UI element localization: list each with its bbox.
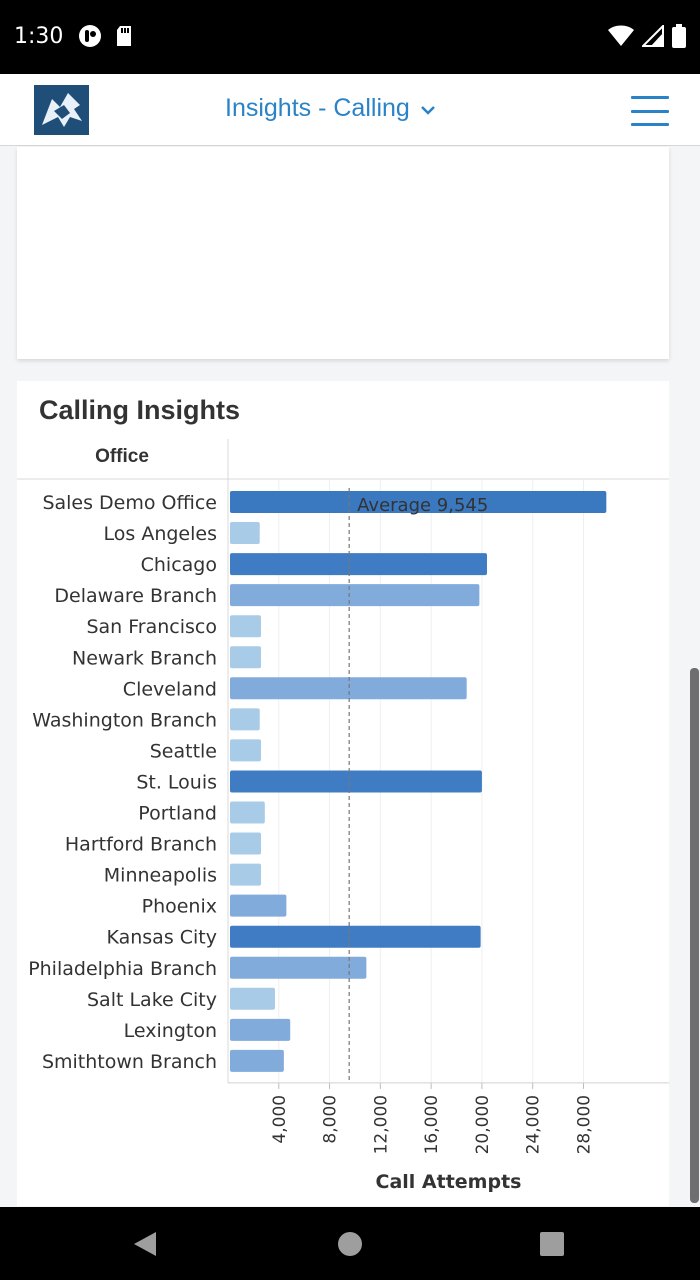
category-label: San Francisco: [86, 616, 217, 638]
status-time: 1:30: [14, 24, 64, 49]
sd-card-icon: [114, 24, 134, 53]
category-label: Seattle: [150, 740, 217, 762]
bar: [230, 584, 480, 607]
category-label: Kansas City: [106, 927, 217, 949]
category-label: Cleveland: [123, 678, 217, 700]
bar: [230, 956, 367, 979]
wifi-icon: [608, 25, 634, 52]
status-left-icons: [78, 24, 134, 53]
recents-icon[interactable]: [539, 1231, 565, 1262]
x-tick-label: 24,000: [524, 1095, 544, 1154]
card-title: Calling Insights: [39, 395, 241, 425]
bar: [230, 553, 487, 576]
bar: [230, 646, 262, 669]
bar: [230, 491, 607, 513]
bar: [230, 1049, 284, 1072]
category-label: Salt Lake City: [87, 989, 217, 1011]
category-label: Hartford Branch: [65, 834, 217, 856]
bar: [230, 894, 287, 917]
bar: [230, 987, 275, 1010]
office-column-header: Office: [95, 446, 149, 467]
status-bar: 1:30: [0, 0, 700, 74]
calling-insights-card: Calling Insights Office 4,000 8,000 12,000…: [17, 381, 669, 1206]
page-switcher[interactable]: Insights - Calling: [225, 94, 436, 123]
category-label: Washington Branch: [32, 709, 217, 731]
bar: [230, 677, 467, 700]
x-tick-label: 28,000: [574, 1095, 594, 1154]
home-icon[interactable]: [337, 1231, 363, 1262]
notification-icon: [78, 24, 102, 53]
bar: [230, 801, 265, 824]
category-label: Chicago: [141, 554, 217, 576]
category-label: St. Louis: [136, 771, 217, 793]
x-tick-label: 8,000: [321, 1095, 341, 1144]
bar: [230, 522, 260, 545]
previous-insight-card: [17, 147, 669, 359]
average-label: Average 9,545: [357, 495, 488, 516]
brand-logo[interactable]: [34, 85, 89, 135]
app-header: Insights - Calling: [0, 74, 700, 146]
x-tick-label: 16,000: [422, 1095, 442, 1154]
hamburger-menu-icon[interactable]: [631, 96, 669, 126]
category-label: Philadelphia Branch: [28, 958, 217, 980]
category-label: Smithtown Branch: [42, 1051, 217, 1073]
category-label: Phoenix: [142, 896, 217, 918]
x-tick-label: 20,000: [473, 1095, 493, 1154]
category-label: Los Angeles: [104, 523, 217, 545]
category-label: Portland: [138, 803, 217, 825]
category-label: Delaware Branch: [54, 585, 217, 607]
bar: [230, 1018, 291, 1041]
calling-insights-chart: 4,000 8,000 12,000 16,000 20,000 24,000 28,000…: [17, 439, 669, 1193]
bar: [230, 708, 260, 731]
bar: [230, 925, 481, 948]
bar: [230, 615, 262, 638]
category-label: Minneapolis: [104, 865, 217, 887]
chevron-down-icon: [420, 94, 436, 123]
category-label: Newark Branch: [72, 647, 217, 669]
x-tick-label: 12,000: [371, 1095, 391, 1154]
scrollbar[interactable]: [690, 668, 699, 1203]
bar: [230, 770, 482, 793]
bar: [230, 863, 262, 886]
category-label: Sales Demo Office: [42, 492, 217, 514]
x-axis-label: Call Attempts: [376, 1171, 522, 1193]
page-title: Insights - Calling: [225, 94, 410, 122]
cell-signal-icon: [640, 23, 664, 52]
x-tick-label: 4,000: [270, 1095, 290, 1144]
status-right-icons: [608, 23, 686, 53]
bar: [230, 739, 262, 762]
battery-icon: [672, 24, 686, 53]
system-nav-bar: [0, 1207, 700, 1280]
category-label: Lexington: [124, 1020, 217, 1042]
back-icon[interactable]: [132, 1231, 158, 1262]
bar: [230, 832, 262, 855]
